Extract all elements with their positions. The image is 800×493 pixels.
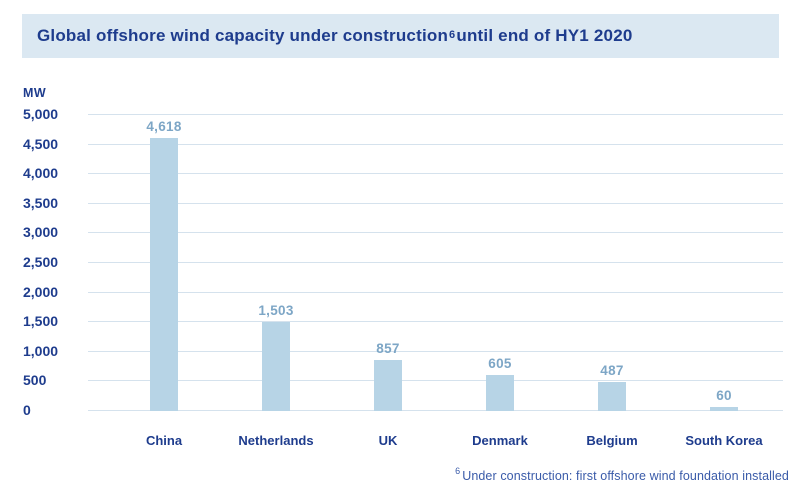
bar-value-label: 1,503 bbox=[258, 303, 294, 318]
y-tick-label: 1,000 bbox=[23, 342, 59, 359]
gridline bbox=[88, 202, 783, 204]
bar-value-label: 60 bbox=[716, 388, 732, 403]
gridline bbox=[88, 380, 783, 382]
y-tick-label: 2,500 bbox=[23, 254, 59, 270]
bar-south-korea bbox=[710, 407, 738, 411]
footnote-text: Under construction: first offshore wind … bbox=[462, 469, 789, 484]
gridline bbox=[88, 410, 783, 411]
y-tick-label: 4,000 bbox=[23, 165, 59, 182]
gridline bbox=[88, 291, 783, 293]
gridline bbox=[88, 173, 783, 175]
x-category-label: Belgium bbox=[586, 433, 638, 448]
gridline bbox=[88, 114, 783, 115]
y-tick-label: 3,500 bbox=[23, 194, 59, 211]
gridline bbox=[88, 143, 783, 145]
y-tick-label: 1,500 bbox=[23, 313, 59, 330]
y-tick-label: 500 bbox=[23, 372, 47, 389]
y-axis-unit-label: MW bbox=[23, 86, 47, 100]
chart-title: Global offshore wind capacity under cons… bbox=[22, 14, 779, 58]
gridline bbox=[88, 321, 783, 323]
y-tick-label: 4,500 bbox=[23, 135, 59, 152]
chart-title-suffix: until end of HY1 2020 bbox=[456, 26, 633, 45]
chart-title-text: Global offshore wind capacity under cons… bbox=[37, 26, 449, 45]
bar-denmark bbox=[486, 375, 514, 411]
gridline bbox=[88, 262, 783, 263]
y-tick-label: 5,000 bbox=[23, 106, 59, 122]
x-category-label: Denmark bbox=[472, 433, 528, 448]
bar-uk bbox=[374, 360, 402, 411]
footnote-marker: 6 bbox=[455, 466, 461, 476]
bar-belgium bbox=[598, 382, 626, 411]
bar-china bbox=[150, 138, 178, 411]
x-category-label: UK bbox=[378, 433, 398, 448]
chart-footnote: 6 Under construction: first offshore wind… bbox=[455, 466, 789, 484]
y-tick-label: 3,000 bbox=[23, 224, 59, 241]
bar-value-label: 857 bbox=[376, 341, 400, 356]
gridline bbox=[88, 350, 783, 352]
bar-value-label: 487 bbox=[600, 363, 624, 378]
chart-title-footnote-marker: 6 bbox=[449, 29, 456, 41]
x-category-label: Netherlands bbox=[238, 433, 314, 448]
bar-value-label: 605 bbox=[488, 356, 512, 371]
gridline bbox=[88, 232, 783, 234]
x-category-label: China bbox=[145, 433, 183, 448]
y-tick-label: 2,000 bbox=[23, 283, 59, 300]
x-category-label: South Korea bbox=[685, 433, 763, 448]
bar-netherlands bbox=[262, 322, 290, 411]
y-tick-label: 0 bbox=[23, 402, 31, 418]
plot-area bbox=[88, 114, 783, 411]
bar-value-label: 4,618 bbox=[146, 119, 182, 134]
